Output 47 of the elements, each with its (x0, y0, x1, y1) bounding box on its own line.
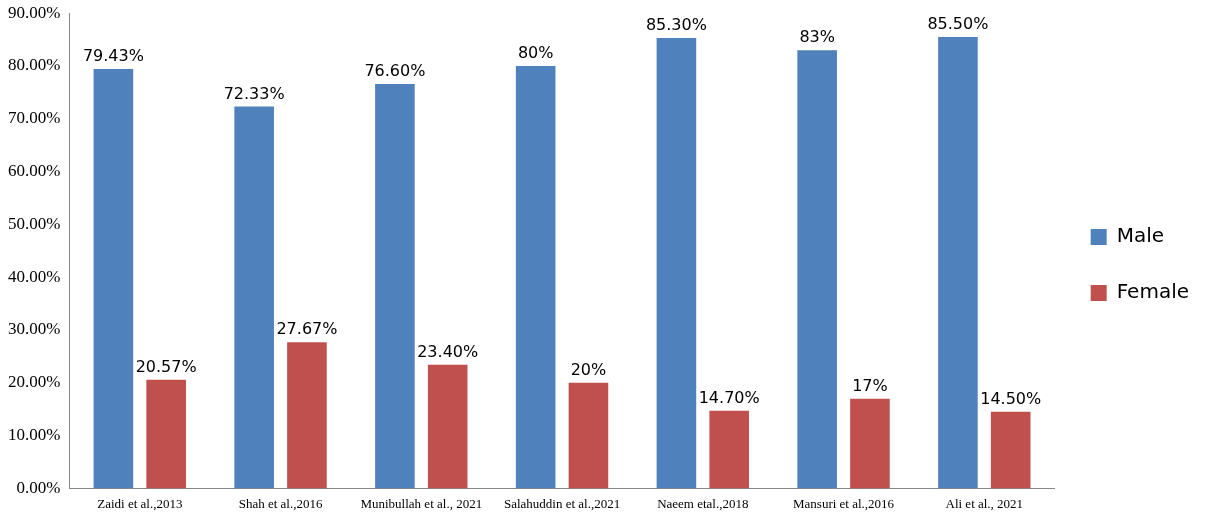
x-tick-label: Munibullah et al., 2021 (360, 495, 483, 511)
x-tick-label: Zaidi et al.,2013 (97, 495, 183, 511)
legend-label: Female (1116, 279, 1190, 304)
data-label: 79.43% (82, 46, 144, 66)
x-tick-label: Ali et al., 2021 (945, 495, 1024, 511)
y-tick-label: 20.00% (7, 372, 61, 392)
bar (938, 36, 978, 489)
y-tick-label: 40.00% (7, 266, 61, 286)
y-tick-label: 70.00% (7, 108, 61, 128)
bar (427, 364, 468, 489)
bar (93, 69, 134, 489)
data-label: 85.30% (645, 15, 707, 35)
y-tick-label: 80.00% (7, 55, 61, 75)
bar (568, 382, 609, 489)
data-label: 27.67% (276, 319, 338, 339)
bar (990, 411, 1031, 489)
bar (850, 398, 890, 489)
data-label: 76.60% (364, 61, 426, 81)
data-label: 80% (517, 43, 554, 63)
y-tick-label: 30.00% (7, 319, 61, 339)
bar (656, 38, 697, 489)
data-label: 14.50% (980, 389, 1042, 408)
y-tick-label: 10.00% (7, 425, 61, 445)
bar (287, 342, 327, 489)
x-tick-label: Mansuri et al.,2016 (793, 495, 895, 511)
data-label: 83% (799, 27, 835, 47)
data-label: 85.50% (927, 14, 989, 34)
y-tick-label: 50.00% (7, 213, 61, 233)
x-tick-label: Naeem etal.,2018 (657, 495, 749, 511)
y-tick-label: 0.00% (16, 477, 61, 497)
x-tick-label: Salahuddin et al.,2021 (503, 495, 621, 511)
bar (234, 106, 274, 489)
bar (375, 83, 415, 489)
legend-label: Male (1116, 223, 1165, 248)
data-label: 72.33% (223, 83, 285, 103)
bar (515, 66, 556, 489)
data-label: 20.57% (135, 356, 197, 376)
y-tick-label: 60.00% (7, 161, 61, 181)
data-label: 14.70% (698, 387, 760, 407)
data-label: 20% (570, 359, 607, 379)
bar (146, 379, 186, 489)
bar (797, 50, 837, 489)
x-tick-label: Shah et al.,2016 (238, 495, 323, 511)
bar (709, 410, 749, 489)
y-tick-label: 90.00% (7, 2, 61, 22)
data-label: 17% (852, 375, 888, 395)
data-label: 23.40% (417, 342, 479, 361)
